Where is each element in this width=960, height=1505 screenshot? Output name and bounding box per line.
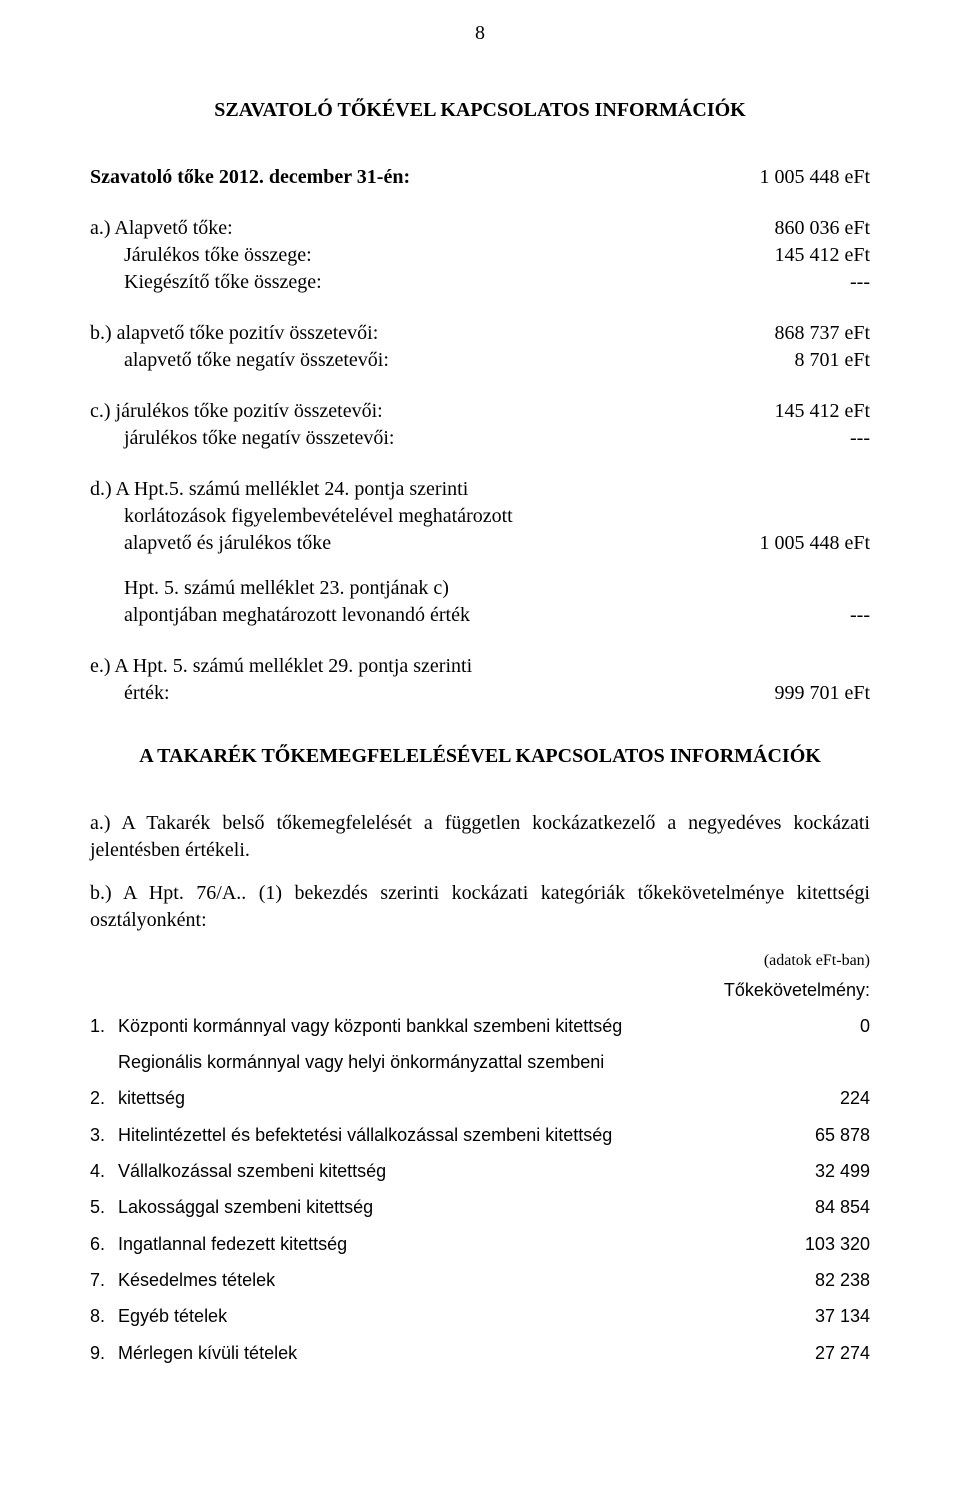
d-line4: Hpt. 5. számú melléklet 23. pontjának c) bbox=[90, 575, 870, 602]
e-line2-label: érték: bbox=[90, 680, 758, 707]
d-line5-label: alpontjában meghatározott levonandó érté… bbox=[90, 602, 834, 629]
table-cell-num: 5. bbox=[90, 1189, 118, 1225]
table-cell-num: 6. bbox=[90, 1226, 118, 1262]
table-cell-text: Regionális kormánnyal vagy helyi önkormá… bbox=[118, 1044, 724, 1080]
b-line1-label: b.) alapvető tőke pozitív összetevői: bbox=[90, 320, 758, 347]
table-cell-num: 3. bbox=[90, 1117, 118, 1153]
a-line1-label: a.) Alapvető tőke: bbox=[90, 215, 758, 242]
table-cell-text: Központi kormánnyal vagy központi bankka… bbox=[118, 1008, 724, 1044]
table-row: 2.kitettség224 bbox=[90, 1080, 870, 1116]
table-row: 6.Ingatlannal fedezett kitettség103 320 bbox=[90, 1226, 870, 1262]
b-line2-label: alapvető tőke negatív összetevői: bbox=[90, 347, 778, 374]
table-row: 9.Mérlegen kívüli tételek27 274 bbox=[90, 1335, 870, 1371]
c-line1-value: 145 412 eFt bbox=[758, 398, 870, 425]
table-cell-value: 0 bbox=[724, 1008, 870, 1044]
requirements-table: Tőkekövetelmény: 1.Központi kormánnyal v… bbox=[90, 972, 870, 1371]
table-cell-value: 82 238 bbox=[724, 1262, 870, 1298]
table-cell-text: Vállalkozással szembeni kitettség bbox=[118, 1153, 724, 1189]
table-row: 1.Központi kormánnyal vagy központi bank… bbox=[90, 1008, 870, 1044]
table-row: 5.Lakossággal szembeni kitettség84 854 bbox=[90, 1189, 870, 1225]
table-row: 3.Hitelintézettel és befektetési vállalk… bbox=[90, 1117, 870, 1153]
d-line3-label: alapvető és járulékos tőke bbox=[90, 530, 743, 557]
paragraph-a: a.) A Takarék belső tőkemegfelelését a f… bbox=[90, 810, 870, 864]
table-cell-num: 1. bbox=[90, 1008, 118, 1044]
table-cell-text: Késedelmes tételek bbox=[118, 1262, 724, 1298]
table-cell-text: kitettség bbox=[118, 1080, 724, 1116]
table-cell-num: 8. bbox=[90, 1298, 118, 1334]
a-line1-value: 860 036 eFt bbox=[758, 215, 870, 242]
table-cell-value: 224 bbox=[724, 1080, 870, 1116]
d-line2: korlátozások figyelembevételével meghatá… bbox=[90, 503, 870, 530]
table-cell-text: Ingatlannal fedezett kitettség bbox=[118, 1226, 724, 1262]
table-header-row: Tőkekövetelmény: bbox=[90, 972, 870, 1008]
d-line3-value: 1 005 448 eFt bbox=[743, 530, 870, 557]
table-cell-value: 84 854 bbox=[724, 1189, 870, 1225]
e-line2-value: 999 701 eFt bbox=[758, 680, 870, 707]
table-cell-num: 7. bbox=[90, 1262, 118, 1298]
a-line2-label: Járulékos tőke összege: bbox=[90, 242, 758, 269]
table-row: 7.Késedelmes tételek82 238 bbox=[90, 1262, 870, 1298]
b-line2-value: 8 701 eFt bbox=[778, 347, 870, 374]
table-cell-num: 4. bbox=[90, 1153, 118, 1189]
szavatolo-value: 1 005 448 eFt bbox=[743, 164, 870, 191]
e-line1: e.) A Hpt. 5. számú melléklet 29. pontja… bbox=[90, 653, 870, 680]
table-cell-text: Mérlegen kívüli tételek bbox=[118, 1335, 724, 1371]
section-title-2: A TAKARÉK TŐKEMEGFELELÉSÉVEL KAPCSOLATOS… bbox=[90, 743, 870, 770]
c-line2-value: --- bbox=[834, 425, 870, 452]
table-cell-num: 2. bbox=[90, 1080, 118, 1116]
table-cell-value: 37 134 bbox=[724, 1298, 870, 1334]
b-line1-value: 868 737 eFt bbox=[758, 320, 870, 347]
a-line3-label: Kiegészítő tőke összege: bbox=[90, 269, 834, 296]
req-header: Tőkekövetelmény: bbox=[724, 972, 870, 1008]
section-title-1: SZAVATOLÓ TŐKÉVEL KAPCSOLATOS INFORMÁCIÓ… bbox=[90, 97, 870, 124]
d-line1: d.) A Hpt.5. számú melléklet 24. pontja … bbox=[90, 476, 870, 503]
page: 8 SZAVATOLÓ TŐKÉVEL KAPCSOLATOS INFORMÁC… bbox=[0, 0, 960, 1431]
c-line1-label: c.) járulékos tőke pozitív összetevői: bbox=[90, 398, 758, 425]
table-cell-text: Lakossággal szembeni kitettség bbox=[118, 1189, 724, 1225]
table-row: Regionális kormánnyal vagy helyi önkormá… bbox=[90, 1044, 870, 1080]
table-cell-value: 103 320 bbox=[724, 1226, 870, 1262]
c-line2-label: járulékos tőke negatív összetevői: bbox=[90, 425, 834, 452]
table-cell-value: 27 274 bbox=[724, 1335, 870, 1371]
paragraph-b: b.) A Hpt. 76/A.. (1) bekezdés szerinti … bbox=[90, 880, 870, 934]
table-cell-num: 9. bbox=[90, 1335, 118, 1371]
table-row: 8.Egyéb tételek37 134 bbox=[90, 1298, 870, 1334]
table-cell-value: 32 499 bbox=[724, 1153, 870, 1189]
table-cell-text: Egyéb tételek bbox=[118, 1298, 724, 1334]
table-row: 4.Vállalkozással szembeni kitettség32 49… bbox=[90, 1153, 870, 1189]
a-line3-value: --- bbox=[834, 269, 870, 296]
table-cell-value: 65 878 bbox=[724, 1117, 870, 1153]
d-line5-value: --- bbox=[834, 602, 870, 629]
a-line2-value: 145 412 eFt bbox=[758, 242, 870, 269]
page-number: 8 bbox=[90, 0, 870, 77]
szavatolo-label: Szavatoló tőke 2012. december 31-én: bbox=[90, 164, 743, 191]
units-note: (adatok eFt-ban) bbox=[90, 950, 870, 972]
table-cell-text: Hitelintézettel és befektetési vállalkoz… bbox=[118, 1117, 724, 1153]
